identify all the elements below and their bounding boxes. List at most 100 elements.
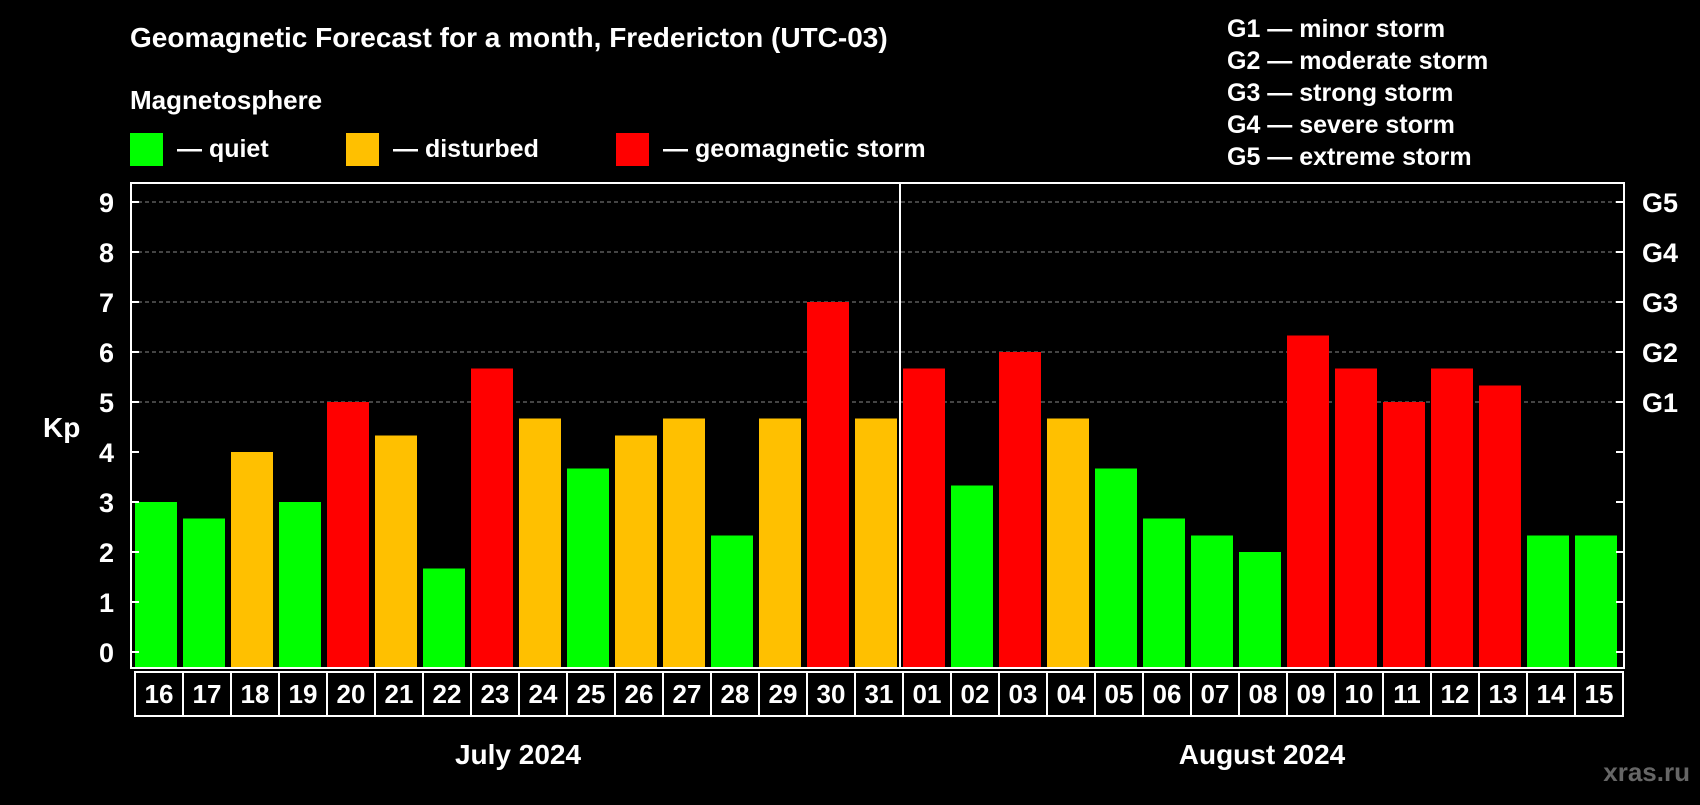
date-label-30: 30	[817, 679, 846, 709]
month-label-july: July 2024	[455, 739, 582, 770]
bar-30	[807, 302, 849, 668]
bar-28	[711, 535, 753, 668]
bar-18	[231, 452, 273, 668]
legend-label-storm: — geomagnetic storm	[663, 135, 926, 163]
g-scale-label: G1	[1642, 388, 1678, 418]
storm-scale-legend: G1 — minor storm G2 — moderate storm G3 …	[1227, 15, 1488, 171]
date-axis-frame	[134, 671, 1624, 717]
legend-label-quiet: — quiet	[177, 135, 269, 163]
bar-12	[1431, 368, 1473, 668]
bar-04	[1047, 418, 1089, 668]
bar-13	[1479, 385, 1521, 668]
date-label-09: 09	[1297, 679, 1326, 709]
date-label-29: 29	[769, 679, 798, 709]
bar-29	[759, 418, 801, 668]
date-label-06: 06	[1153, 679, 1182, 709]
g-scale-label: G5	[1642, 188, 1678, 218]
bar-15	[1575, 535, 1617, 668]
bar-10	[1335, 368, 1377, 668]
date-label-01: 01	[913, 679, 942, 709]
bar-26	[615, 435, 657, 668]
storm-scale-g4: G4 — severe storm	[1227, 111, 1455, 139]
bar-16	[135, 502, 177, 668]
date-label-07: 07	[1201, 679, 1230, 709]
y-tick-label: 1	[99, 588, 114, 618]
date-label-21: 21	[385, 679, 414, 709]
y-tick-label: 6	[99, 338, 114, 368]
bar-20	[327, 402, 369, 668]
legend-label-disturbed: — disturbed	[393, 135, 539, 163]
g-scale-label: G3	[1642, 288, 1678, 318]
date-label-10: 10	[1345, 679, 1374, 709]
bar-11	[1383, 402, 1425, 668]
y-tick-label: 9	[99, 188, 114, 218]
bar-09	[1287, 335, 1329, 668]
bar-06	[1143, 518, 1185, 668]
g-scale-label: G2	[1642, 338, 1678, 368]
date-label-14: 14	[1537, 679, 1566, 709]
bar-31	[855, 418, 897, 668]
date-label-28: 28	[721, 679, 750, 709]
date-label-11: 11	[1393, 679, 1421, 709]
date-label-13: 13	[1489, 679, 1518, 709]
bar-05	[1095, 468, 1137, 668]
bar-24	[519, 418, 561, 668]
date-label-18: 18	[241, 679, 270, 709]
y-axis-label: Kp	[43, 412, 80, 443]
chart-title: Geomagnetic Forecast for a month, Freder…	[130, 22, 888, 53]
date-label-04: 04	[1057, 679, 1086, 709]
legend-swatch-storm	[616, 133, 649, 166]
y-tick-label: 0	[99, 638, 114, 668]
bar-21	[375, 435, 417, 668]
date-label-05: 05	[1105, 679, 1134, 709]
date-label-22: 22	[433, 679, 462, 709]
bar-08	[1239, 552, 1281, 668]
legend-swatch-disturbed	[346, 133, 379, 166]
y-tick-label: 8	[99, 238, 114, 268]
y-tick-label: 2	[99, 538, 114, 568]
storm-scale-g3: G3 — strong storm	[1227, 79, 1453, 107]
bar-02	[951, 485, 993, 668]
date-label-26: 26	[625, 679, 654, 709]
bar-17	[183, 518, 225, 668]
bar-27	[663, 418, 705, 668]
y-tick-label: 4	[99, 438, 114, 468]
plot-frame	[130, 182, 1625, 669]
date-label-17: 17	[193, 679, 222, 709]
bar-23	[471, 368, 513, 668]
bar-07	[1191, 535, 1233, 668]
y-tick-label: 5	[99, 388, 114, 418]
month-label-august: August 2024	[1179, 739, 1346, 770]
date-label-16: 16	[145, 679, 174, 709]
storm-scale-g5: G5 — extreme storm	[1227, 143, 1472, 171]
date-label-12: 12	[1441, 679, 1470, 709]
date-label-27: 27	[673, 679, 702, 709]
bar-19	[279, 502, 321, 668]
date-label-31: 31	[865, 679, 894, 709]
bar-01	[903, 368, 945, 668]
legend: — quiet — disturbed — geomagnetic storm	[130, 133, 926, 166]
date-label-19: 19	[289, 679, 318, 709]
storm-scale-g2: G2 — moderate storm	[1227, 47, 1488, 75]
bar-25	[567, 468, 609, 668]
y-tick-label: 7	[99, 288, 114, 318]
legend-heading: Magnetosphere	[130, 85, 322, 115]
g-scale-label: G4	[1642, 238, 1678, 268]
legend-swatch-quiet	[130, 133, 163, 166]
y-tick-label: 3	[99, 488, 114, 518]
date-label-24: 24	[529, 679, 558, 709]
date-label-08: 08	[1249, 679, 1278, 709]
date-label-20: 20	[337, 679, 366, 709]
date-label-03: 03	[1009, 679, 1038, 709]
bar-03	[999, 352, 1041, 668]
bar-14	[1527, 535, 1569, 668]
watermark: xras.ru	[1603, 757, 1690, 787]
date-label-25: 25	[577, 679, 606, 709]
bar-22	[423, 568, 465, 668]
date-label-23: 23	[481, 679, 510, 709]
date-label-15: 15	[1585, 679, 1614, 709]
date-label-02: 02	[961, 679, 990, 709]
storm-scale-g1: G1 — minor storm	[1227, 15, 1445, 43]
